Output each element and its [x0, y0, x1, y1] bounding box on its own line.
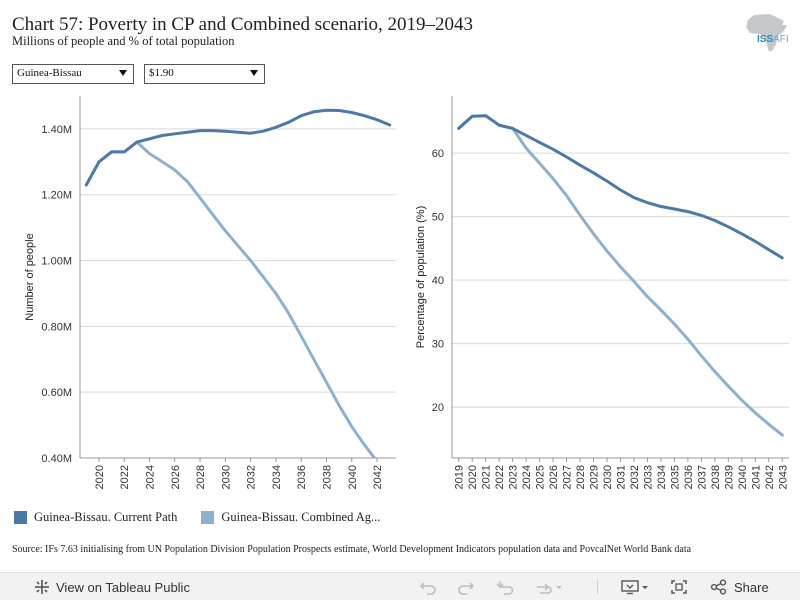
- chevron-down-icon: [642, 586, 648, 589]
- x-tick-label-percent: 2042: [764, 465, 776, 489]
- y-tick-label-people: 0.60M: [41, 387, 72, 399]
- x-tick-label-percent: 2036: [683, 465, 695, 489]
- undo-button[interactable]: [418, 578, 438, 596]
- x-tick-label-people: 2040: [347, 465, 359, 489]
- share-label: Share: [734, 579, 769, 595]
- country-dropdown-value: Guinea-Bissau: [17, 67, 82, 79]
- undo-icon: [419, 582, 436, 595]
- legend-label-current-path: Guinea-Bissau. Current Path: [34, 510, 178, 524]
- source-note: Source: IFs 7.63 initialising from UN Po…: [12, 544, 692, 555]
- x-tick-label-percent: 2041: [750, 465, 762, 489]
- toolbar-divider: [597, 580, 598, 594]
- x-tick-label-people: 2032: [246, 465, 258, 489]
- y-tick-label-percent: 20: [432, 402, 444, 414]
- legend: Guinea-Bissau. Current Path Guinea-Bissa…: [14, 510, 404, 525]
- chart-people: 0.40M 0.60M 0.80M 1.00M 1.20M 1.40M 2020 2022 20…: [24, 96, 396, 489]
- x-tick-label-percent: 2043: [777, 465, 789, 489]
- x-tick-label-percent: 2037: [696, 465, 708, 489]
- x-tick-label-percent: 2031: [616, 465, 628, 489]
- y-tick-label-people: 1.00M: [41, 256, 72, 268]
- legend-item-combined[interactable]: Guinea-Bissau. Combined Ag...: [201, 510, 380, 525]
- legend-label-combined: Guinea-Bissau. Combined Ag...: [221, 510, 381, 524]
- tableau-toolbar: View on Tableau Public: [0, 572, 800, 600]
- x-tick-label-percent: 2040: [737, 465, 749, 489]
- view-on-tableau-button[interactable]: View on Tableau Public: [34, 578, 190, 596]
- poverty-line-dropdown-value: $1.90: [149, 67, 174, 79]
- x-tick-label-people: 2038: [321, 465, 333, 489]
- logo-suffix: AFI: [773, 34, 789, 45]
- africa-map-logo-icon: [746, 14, 787, 52]
- x-tick-label-people: 2020: [94, 465, 106, 489]
- x-tick-label-percent: 2021: [481, 465, 493, 489]
- series-line-current-path-percent[interactable]: [457, 114, 784, 260]
- x-tick-label-people: 2022: [119, 465, 131, 489]
- y-axis-title-percent: Percentage of population (%): [415, 206, 427, 348]
- x-tick-label-percent: 2038: [710, 465, 722, 489]
- x-tick-label-percent: 2027: [562, 465, 574, 489]
- x-tick-label-people: 2034: [271, 465, 283, 489]
- y-axis-title-people: Number of people: [24, 233, 36, 320]
- download-button[interactable]: [620, 578, 650, 596]
- x-tick-label-percent: 2029: [589, 465, 601, 489]
- x-tick-label-percent: 2033: [642, 465, 654, 489]
- series-line-combined-percent[interactable]: [457, 114, 784, 437]
- legend-swatch-combined: [201, 511, 215, 524]
- y-tick-label-people: 0.80M: [41, 321, 72, 333]
- x-tick-label-percent: 2028: [575, 465, 587, 489]
- x-tick-label-people: 2042: [372, 465, 384, 489]
- x-tick-label-percent: 2025: [535, 465, 547, 489]
- refresh-button[interactable]: [534, 578, 564, 596]
- x-tick-label-percent: 2039: [723, 465, 735, 489]
- x-tick-label-percent: 2026: [548, 465, 560, 489]
- y-tick-label-percent: 40: [432, 275, 444, 287]
- y-tick-label-percent: 60: [432, 148, 444, 160]
- x-tick-label-percent: 2035: [669, 465, 681, 489]
- page-subtitle: Millions of people and % of total popula…: [12, 34, 235, 48]
- x-tick-label-percent: 2030: [602, 465, 614, 489]
- legend-item-current-path[interactable]: Guinea-Bissau. Current Path: [14, 510, 177, 525]
- y-tick-label-people: 1.20M: [41, 190, 72, 202]
- x-tick-label-people: 2030: [220, 465, 232, 489]
- caret-down-icon: [250, 70, 258, 76]
- y-tick-label-people: 0.40M: [41, 453, 72, 465]
- revert-button[interactable]: [496, 578, 516, 596]
- country-dropdown[interactable]: Guinea-Bissau: [12, 64, 134, 84]
- iss-afi-logo: ISSAFI: [757, 34, 789, 45]
- x-tick-label-percent: 2019: [454, 465, 466, 489]
- x-tick-label-people: 2028: [195, 465, 207, 489]
- y-tick-label-percent: 50: [432, 212, 444, 224]
- x-tick-label-people: 2026: [170, 465, 182, 489]
- x-tick-label-percent: 2020: [467, 465, 479, 489]
- series-line-current-path-people[interactable]: [84, 108, 392, 187]
- share-button[interactable]: Share: [710, 578, 769, 596]
- tableau-logo-icon: [35, 580, 49, 594]
- x-tick-label-people: 2036: [296, 465, 308, 489]
- view-on-tableau-label: View on Tableau Public: [56, 579, 190, 595]
- caret-down-icon: [119, 70, 127, 76]
- redo-button[interactable]: [456, 578, 476, 596]
- x-tick-label-percent: 2022: [494, 465, 506, 489]
- fullscreen-button[interactable]: [670, 578, 688, 596]
- page-title: Chart 57: Poverty in CP and Combined sce…: [12, 14, 474, 35]
- x-tick-label-people: 2024: [145, 465, 157, 489]
- poverty-line-dropdown[interactable]: $1.90: [144, 64, 265, 84]
- logo-text: ISS: [757, 34, 774, 45]
- chevron-down-icon: [556, 586, 562, 589]
- x-tick-label-percent: 2024: [521, 465, 533, 489]
- fullscreen-icon: [671, 580, 687, 594]
- x-tick-label-percent: 2023: [508, 465, 520, 489]
- x-tick-label-percent: 2034: [656, 465, 668, 489]
- revert-icon: [496, 581, 514, 595]
- download-icon: [621, 580, 639, 595]
- y-tick-label-people: 1.40M: [41, 124, 72, 136]
- x-tick-label-percent: 2032: [629, 465, 641, 489]
- share-icon: [710, 579, 727, 595]
- legend-swatch-current-path: [14, 511, 27, 524]
- refresh-icon: [537, 583, 552, 594]
- y-tick-label-percent: 30: [432, 339, 444, 351]
- redo-icon: [458, 582, 475, 595]
- series-line-combined-people[interactable]: [84, 140, 389, 476]
